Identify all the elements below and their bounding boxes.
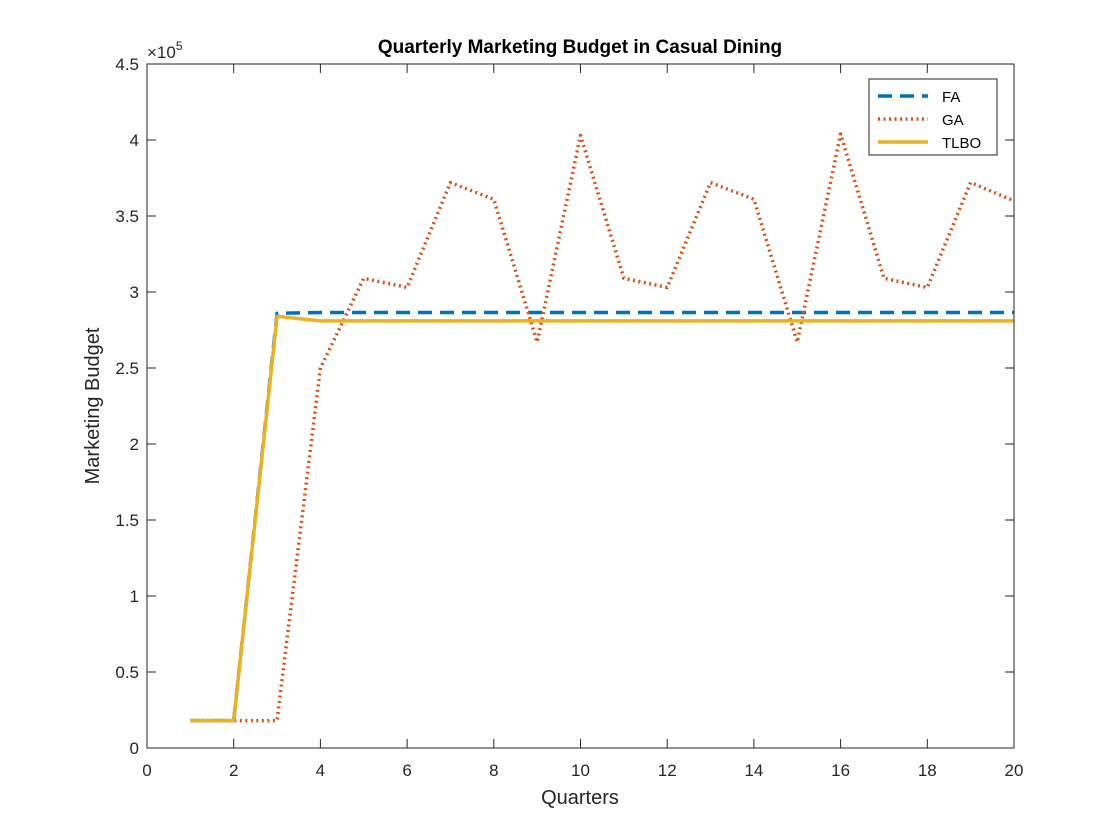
y-tick-label: 3.5 [115,207,139,226]
y-tick-label: 4.5 [115,55,139,74]
y-tick-label: 1 [130,587,139,606]
x-tick-label: 2 [229,761,238,780]
legend-label-ga: GA [942,112,964,129]
x-tick-label: 10 [571,761,590,780]
y-tick-label: 2.5 [115,359,139,378]
y-exponent-multiplier: ×105 [147,39,183,62]
series-line-ga [190,132,1015,723]
x-tick-label: 16 [831,761,850,780]
x-tick-label: 4 [316,761,325,780]
x-axis: 0 2 4 6 8 10 12 14 16 18 20 [142,64,1023,780]
series-line-tlbo [190,314,1014,723]
y-tick-label: 0 [130,739,139,758]
y-tick-label: 0.5 [115,663,139,682]
y-exponent-power: 5 [176,39,183,53]
legend-label-tlbo: TLBO [942,135,981,152]
x-tick-label: 18 [918,761,937,780]
x-tick-label: 6 [402,761,411,780]
series-layer [190,132,1015,723]
y-tick-label: 2 [130,435,139,454]
legend-label-fa: FA [942,89,960,106]
x-tick-label: 0 [142,761,151,780]
x-tick-label: 12 [658,761,677,780]
series-line-fa [190,310,1014,723]
y-axis-label: Marketing Budget [82,327,104,484]
y-tick-label: 1.5 [115,511,139,530]
legend: FA GA TLBO [868,78,998,156]
y-tick-label: 4 [130,131,139,150]
x-axis-label: Quarters [541,787,619,809]
y-exponent-base: ×10 [147,43,176,62]
y-tick-label: 3 [130,283,139,302]
plot-area [147,64,1014,748]
x-tick-label: 8 [489,761,498,780]
x-tick-label: 20 [1005,761,1024,780]
y-axis: 0 0.5 1 1.5 2 2.5 3 3.5 4 4.5 [115,55,1014,758]
chart-title: Quarterly Marketing Budget in Casual Din… [378,37,782,58]
x-tick-label: 14 [744,761,763,780]
